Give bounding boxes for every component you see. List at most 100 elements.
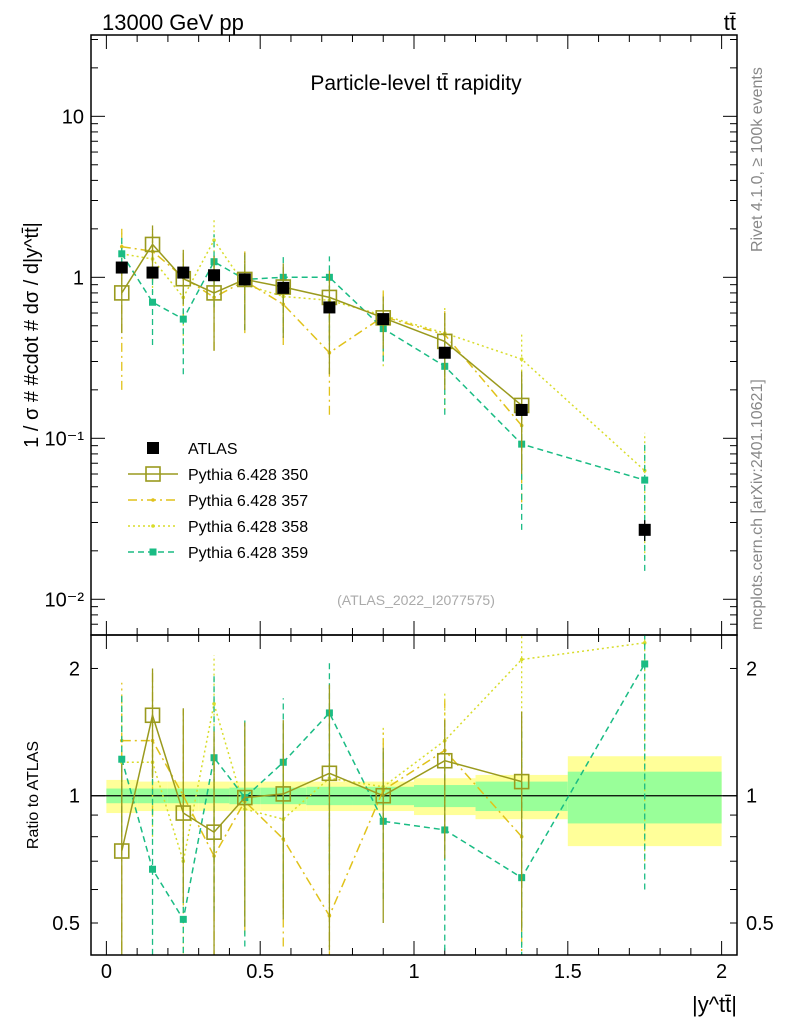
point-p357 xyxy=(119,244,124,249)
point-ATLAS xyxy=(438,346,451,359)
ratio-y-tick-label-right: 1 xyxy=(746,786,757,808)
point-p359 xyxy=(149,865,157,873)
x-tick-label: 2 xyxy=(716,961,727,983)
point-p350 xyxy=(206,824,222,840)
point-p350 xyxy=(321,765,338,782)
point-ATLAS xyxy=(177,266,190,279)
chart-title: Particle-level tt̄ rapidity xyxy=(310,72,522,95)
point-p350 xyxy=(275,279,292,295)
ratio-y-tick-label: 2 xyxy=(69,658,80,680)
y-tick-label: 10 xyxy=(62,106,84,128)
main-y-tick-labels: 10 1 10⁻¹ 10⁻² xyxy=(45,106,85,611)
point-p350 xyxy=(113,285,130,301)
series-ATLAS xyxy=(115,261,651,542)
ratio-series-group xyxy=(113,635,649,955)
series-line-p357 xyxy=(121,739,523,918)
point-p359 xyxy=(118,250,126,258)
x-tick-label: 1 xyxy=(408,961,419,983)
point-ATLAS xyxy=(238,273,251,286)
legend-item-p358: Pythia 6.428 358 xyxy=(128,519,308,536)
point-p358 xyxy=(212,238,216,243)
point-p350 xyxy=(275,786,292,802)
main-axis-ticks xyxy=(91,35,737,636)
ratio-y-tick-label-right: 0.5 xyxy=(746,913,774,935)
point-ATLAS xyxy=(277,281,290,294)
main-y-axis-label: 1 / σ # #cdot # dσ / d|y^tt̄| xyxy=(21,222,43,448)
point-ATLAS xyxy=(638,523,651,536)
series-line-p350 xyxy=(121,243,523,406)
legend-marker xyxy=(147,442,159,454)
legend-item-p359: Pythia 6.428 359 xyxy=(128,545,308,562)
point-p358 xyxy=(519,357,524,361)
main-plot: Particle-level tt̄ rapidity (ATLAS_2022_… xyxy=(21,34,738,636)
ratio-y-tick-label: 0.5 xyxy=(52,913,80,935)
ratio-y-tick-labels: 2 2 1 1 0.5 0.5 xyxy=(52,658,774,935)
point-p350 xyxy=(113,843,130,859)
ratio-y-tick-label-right: 2 xyxy=(746,658,757,680)
point-ATLAS xyxy=(208,269,221,282)
point-p350 xyxy=(144,707,161,724)
series-p350 xyxy=(113,668,530,955)
legend: ATLAS Pythia 6.428 350 Pythia 6.428 357 Pyt… xyxy=(128,441,308,562)
point-p358 xyxy=(519,657,524,662)
point-p350 xyxy=(375,787,392,804)
x-tick-labels: 0 0.5 1 1.5 2 xyxy=(101,961,727,983)
point-ATLAS xyxy=(515,403,528,416)
series-line-p350 xyxy=(121,712,522,852)
point-p358 xyxy=(642,641,647,645)
main-series-group xyxy=(113,219,651,571)
point-ATLAS xyxy=(323,301,336,314)
header-left-label: 13000 GeV pp xyxy=(102,10,244,35)
point-p350 xyxy=(206,285,222,301)
legend-item-p357: Pythia 6.428 357 xyxy=(128,493,308,510)
legend-marker xyxy=(149,548,157,556)
point-p358 xyxy=(212,701,216,706)
x-tick-label: 0 xyxy=(101,961,112,983)
ratio-uncertainty-bands xyxy=(106,756,722,847)
point-p359 xyxy=(641,660,649,668)
legend-label: Pythia 6.428 359 xyxy=(188,545,308,562)
series-p357 xyxy=(119,673,524,955)
y-tick-label: 10⁻² xyxy=(45,589,85,611)
x-axis-label: |y^tt̄| xyxy=(692,992,737,1017)
y-tick-label: 1 xyxy=(73,267,84,289)
point-p359 xyxy=(179,315,187,323)
point-p350 xyxy=(237,271,253,288)
point-p359 xyxy=(641,476,649,484)
legend-label: Pythia 6.428 350 xyxy=(188,467,308,484)
legend-marker xyxy=(151,524,155,528)
legend-item-ATLAS: ATLAS xyxy=(147,441,238,458)
point-ATLAS xyxy=(115,261,128,274)
rivet-version-label: Rivet 4.1.0, ≥ 100k events xyxy=(749,67,766,252)
point-p359 xyxy=(179,915,187,923)
point-p350 xyxy=(144,236,161,253)
ratio-y-axis-label: Ratio to ATLAS xyxy=(25,741,42,849)
x-tick-label: 1.5 xyxy=(554,961,582,983)
legend-label: Pythia 6.428 357 xyxy=(188,493,308,510)
point-p350 xyxy=(237,789,253,806)
y-tick-label: 10⁻¹ xyxy=(45,428,85,450)
legend-item-p350: Pythia 6.428 350 xyxy=(128,466,308,484)
ratio-plot: Ratio to ATLAS 2 2 1 1 0.5 0.5 0 0.5 1 1.5 2 |y^t… xyxy=(25,634,774,1017)
point-p350 xyxy=(175,805,192,821)
legend-marker xyxy=(151,498,155,502)
legend-label: ATLAS xyxy=(188,441,238,458)
legend-label: Pythia 6.428 358 xyxy=(188,519,308,536)
main-plot-area xyxy=(91,35,737,635)
mcplots-source-label: mcplots.cern.ch [arXiv:2401.10621] xyxy=(749,379,766,630)
ratio-plot-frame xyxy=(90,634,738,956)
header-right-label: tt̄ xyxy=(724,10,736,35)
legend-marker xyxy=(145,466,161,482)
point-p359 xyxy=(149,298,157,306)
x-tick-label: 0.5 xyxy=(246,961,274,983)
ratio-y-tick-label: 1 xyxy=(69,786,80,808)
series-line-p357 xyxy=(121,245,523,427)
ratio-axis-ticks xyxy=(91,635,737,955)
point-p359 xyxy=(118,755,126,763)
analysis-watermark: (ATLAS_2022_I2077575) xyxy=(337,592,495,608)
point-p350 xyxy=(436,752,453,769)
point-ATLAS xyxy=(377,313,390,326)
point-ATLAS xyxy=(146,266,159,279)
point-p350 xyxy=(513,773,530,790)
